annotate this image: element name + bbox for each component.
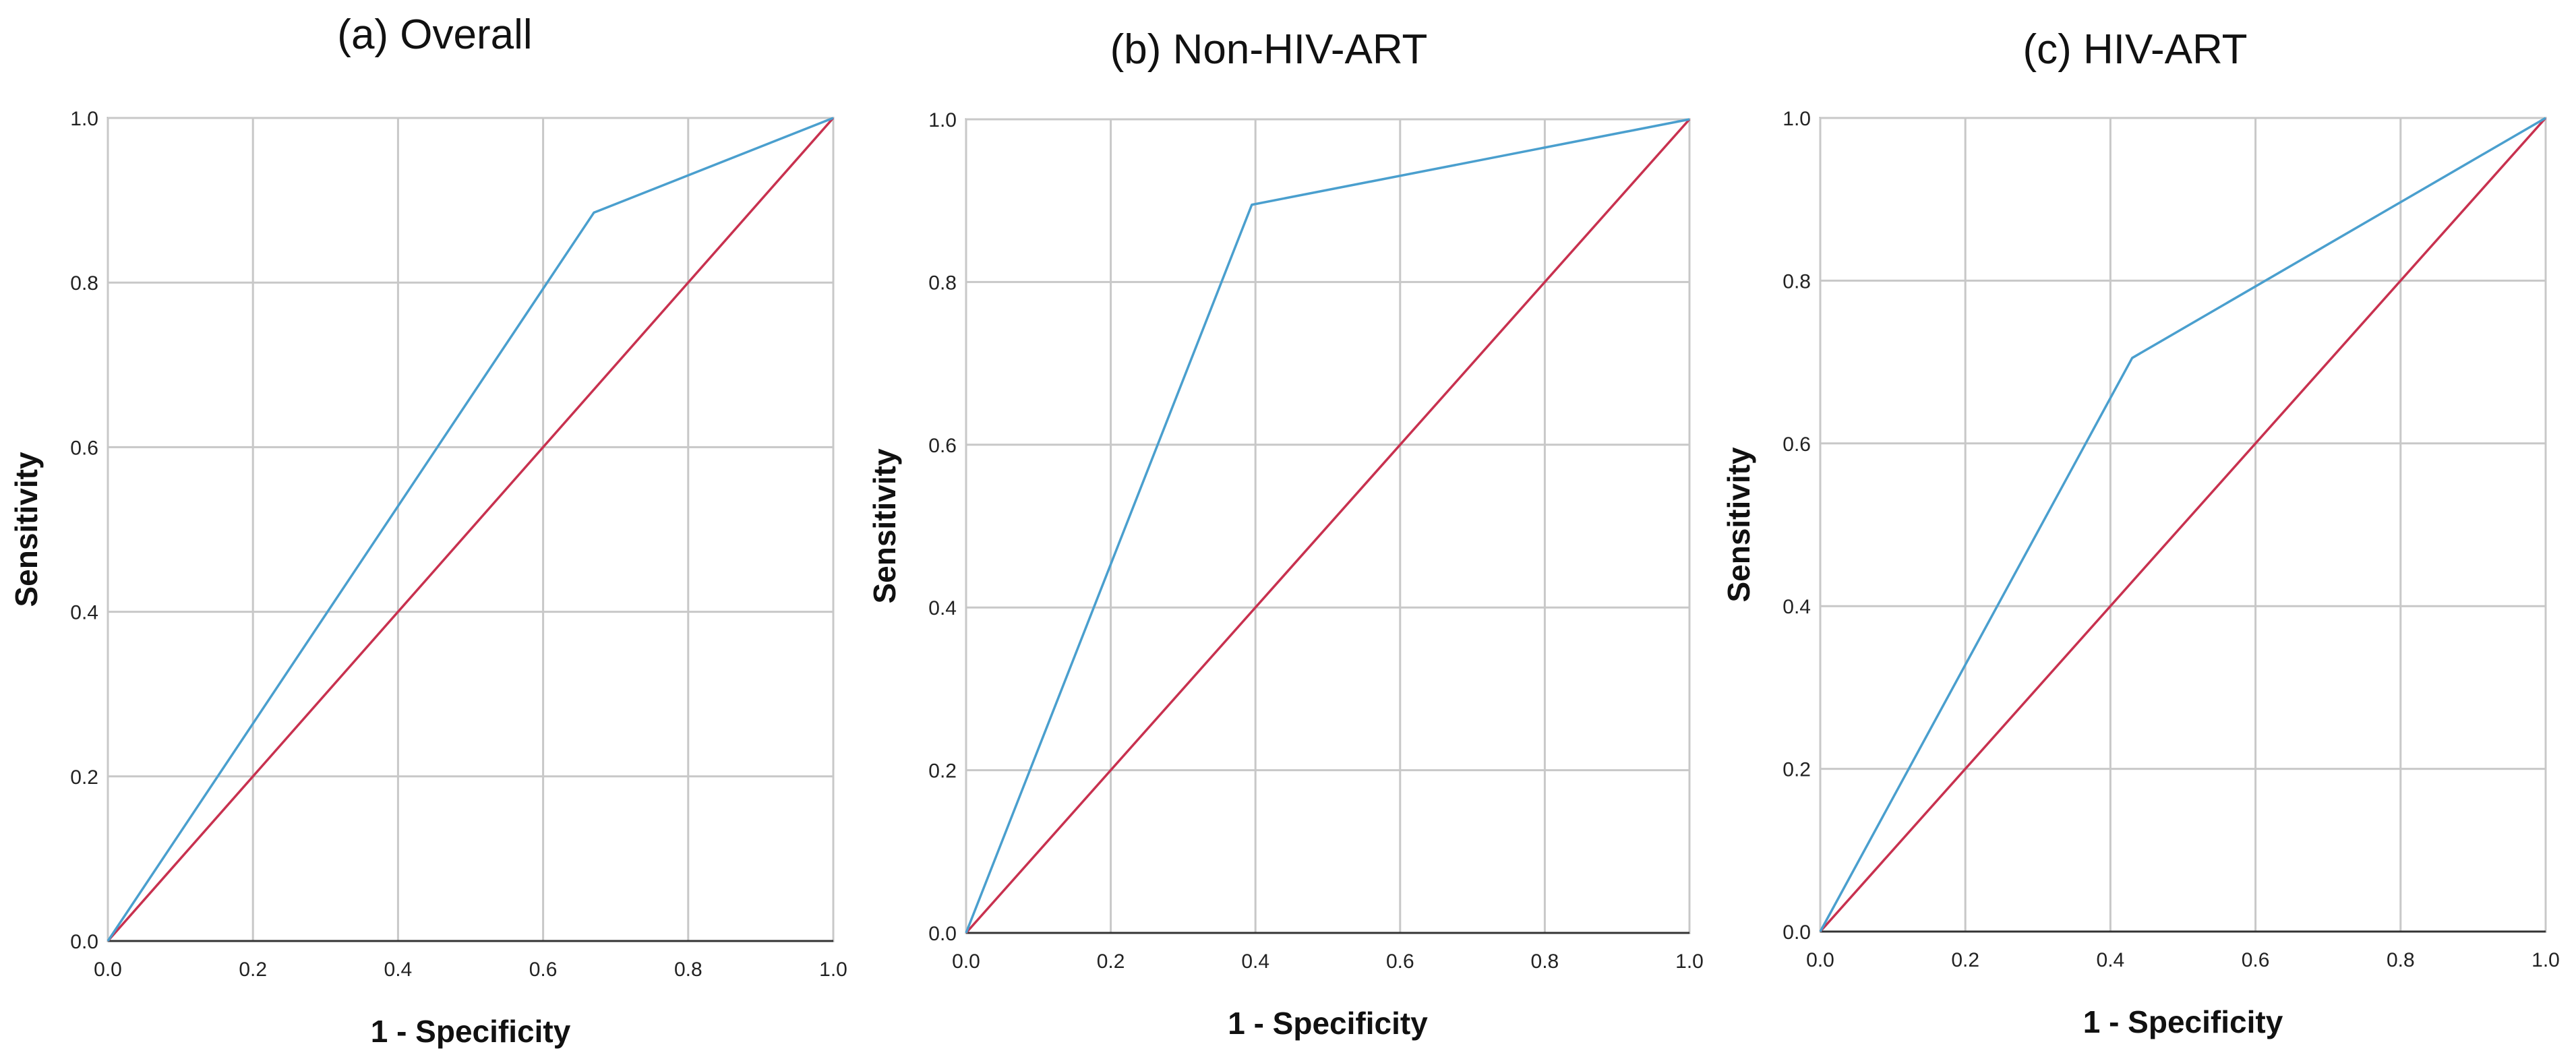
x-tick-label: 0.0 [952,950,980,973]
y-tick-label: 0.0 [1783,921,1811,944]
x-tick-label: 0.2 [1951,949,1979,971]
x-tick-label: 0.4 [384,959,413,981]
y-tick-label: 0.2 [1783,759,1811,781]
y-tick-label: 1.0 [1783,108,1811,130]
y-tick-label: 0.6 [1783,433,1811,456]
x-tick-label: 0.4 [2097,949,2125,971]
x-tick-label: 0.8 [674,959,702,981]
y-tick-label: 0.8 [70,272,98,295]
x-tick-label: 0.0 [1806,949,1834,971]
y-tick-label: 0.2 [928,760,957,783]
x-tick-label: 1.0 [819,959,847,981]
x-tick-label: 0.6 [2242,949,2270,971]
y-tick-label: 0.0 [70,931,98,953]
y-tick-label: 0.8 [928,272,957,294]
y-tick-label: 0.6 [70,437,98,459]
x-tick-label: 0.2 [1097,950,1125,973]
chart-title: (c) HIV-ART [2023,26,2248,73]
x-axis-label: 1 - Specificity [2083,1004,2283,1039]
roc-curve-line [107,117,834,942]
chart-title: (a) Overall [337,11,532,58]
x-axis-label: 1 - Specificity [371,1014,571,1049]
y-tick-label: 1.0 [928,109,957,131]
x-tick-label: 0.6 [529,959,558,981]
panel-hiv-art: 0.0 0.2 0.4 0.6 0.8 1.0 0.0 0.2 0.4 0.6 0.8 1.0 (c) … [1721,26,2560,1039]
reference-line [107,117,835,942]
chart-title: (b) Non-HIV-ART [1110,26,1428,73]
y-tick-label: 0.6 [928,435,957,457]
x-tick-label: 0.4 [1241,950,1269,973]
y-tick-label: 1.0 [70,108,98,130]
y-axis-label: Sensitivity [9,452,44,607]
x-tick-label: 0.2 [239,959,267,981]
y-tick-label: 0.0 [928,923,957,945]
x-tick-label: 1.0 [2532,949,2560,971]
roc-curve-line [965,118,1690,934]
reference-line [1819,117,2547,933]
x-tick-label: 0.8 [2387,949,2415,971]
x-tick-label: 0.0 [94,959,122,981]
x-tick-label: 0.6 [1386,950,1414,973]
x-tick-label: 1.0 [1675,950,1704,973]
y-tick-label: 0.2 [70,766,98,789]
y-tick-label: 0.4 [70,602,98,624]
roc-curve-line [1819,117,2546,932]
panel-non-hiv-art: 0.0 0.2 0.4 0.6 0.8 1.0 0.0 0.2 0.4 0.6 0.8 1.0 (b) … [867,26,1704,1041]
panel-overall: 0.0 0.2 0.4 0.6 0.8 1.0 0.0 0.2 0.4 0.6 0.8 1.0 (a) … [9,11,847,1049]
x-tick-label: 0.8 [1531,950,1559,973]
x-axis-label: 1 - Specificity [1228,1006,1428,1041]
y-tick-label: 0.4 [1783,596,1811,618]
y-tick-label: 0.4 [928,597,957,619]
reference-line [965,118,1691,934]
y-axis-label: Sensitivity [867,448,902,604]
y-axis-label: Sensitivity [1721,447,1756,603]
y-tick-label: 0.8 [1783,270,1811,293]
